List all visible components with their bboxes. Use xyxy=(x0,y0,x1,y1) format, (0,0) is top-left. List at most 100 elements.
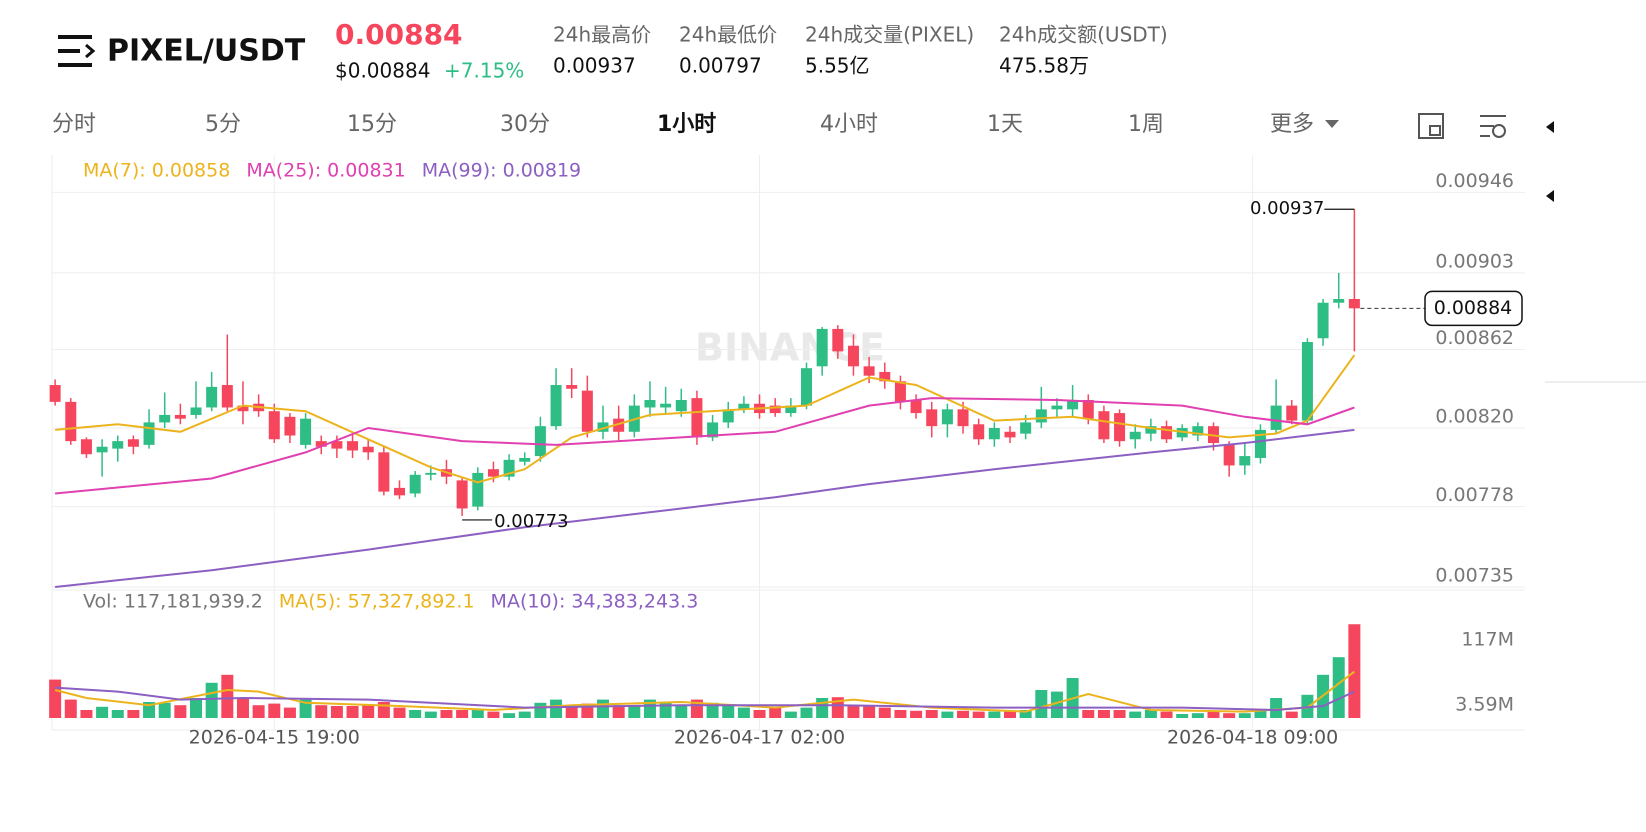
volume-bar xyxy=(1003,711,1016,718)
candle-body xyxy=(112,441,124,449)
interval-tab[interactable]: 5分 xyxy=(205,112,241,137)
candle-body xyxy=(143,422,155,445)
volume-bar xyxy=(268,703,281,718)
volume-bar xyxy=(816,698,829,718)
candle-body xyxy=(174,414,186,419)
volume-bar xyxy=(1019,710,1032,718)
candle-body xyxy=(80,439,92,455)
volume-bar xyxy=(878,707,891,718)
volume-bar xyxy=(80,710,93,718)
interval-tab[interactable]: 1周 xyxy=(1128,112,1164,137)
volume-bar xyxy=(111,710,124,718)
interval-tab[interactable]: 更多 xyxy=(1270,112,1314,137)
candle-body xyxy=(973,424,985,440)
volume-tick-label: 117M xyxy=(1461,629,1514,651)
y-tick-label: 0.00778 xyxy=(1435,484,1514,506)
candle-body xyxy=(988,428,1000,440)
interval-tab[interactable]: 15分 xyxy=(347,112,397,137)
volume-bar xyxy=(221,674,234,718)
ma-line xyxy=(54,428,1355,588)
candle-body xyxy=(1067,399,1079,410)
last-price: 0.00884 xyxy=(335,18,463,51)
volume-bar xyxy=(784,711,797,718)
y-tick-label: 0.00946 xyxy=(1435,170,1514,192)
volume-bar xyxy=(190,698,203,718)
price-change: +7.15% xyxy=(444,59,524,83)
side-arrow[interactable] xyxy=(1546,121,1554,133)
candle-body xyxy=(1239,456,1251,466)
volume-bar xyxy=(847,705,860,718)
stat-value: 0.00797 xyxy=(679,54,762,78)
x-tick-label: 2026-04-15 19:00 xyxy=(189,727,360,749)
volume-bar xyxy=(315,705,328,718)
volume-bar xyxy=(1254,710,1267,718)
volume-bar xyxy=(910,710,923,718)
candle-body xyxy=(1004,431,1016,438)
candle-body xyxy=(722,409,734,423)
candle-body xyxy=(675,399,687,412)
ma-legend: MA(7): 0.00858 xyxy=(83,160,230,182)
candle-body xyxy=(409,474,421,494)
volume-bar xyxy=(1285,711,1298,718)
volume-bar xyxy=(393,707,406,718)
candle-body xyxy=(1129,431,1141,440)
side-arrow[interactable] xyxy=(1546,190,1554,202)
candle-body xyxy=(566,385,578,389)
candle-body xyxy=(1082,399,1094,419)
volume-bar xyxy=(96,706,109,718)
volume-bar xyxy=(205,682,218,718)
candle-body xyxy=(707,422,719,438)
volume-bar xyxy=(737,707,750,718)
volume-bar xyxy=(972,711,985,718)
ma-legend: MA(25): 0.00831 xyxy=(246,160,405,182)
candle-body xyxy=(832,328,844,352)
volume-bar xyxy=(659,702,672,718)
interval-tab[interactable]: 1天 xyxy=(987,112,1023,137)
stats: 24h最高价 0.00937 24h最低价 0.00797 24h成交量(PIXEL) 5… xyxy=(553,23,1168,78)
candle-body xyxy=(96,446,108,453)
candle-body xyxy=(1020,422,1032,434)
candle-body xyxy=(190,407,202,415)
menu-icon[interactable] xyxy=(58,35,96,67)
ma-legend: MA(99): 0.00819 xyxy=(422,160,581,182)
y-tick-label: 0.00735 xyxy=(1435,565,1514,587)
candle-body xyxy=(378,452,390,492)
candle-body xyxy=(941,409,953,425)
volume-bar xyxy=(127,710,140,718)
candle-body xyxy=(315,441,327,447)
volume-bar xyxy=(49,679,62,718)
candle-body xyxy=(1035,409,1047,423)
volume-bar xyxy=(769,707,782,718)
stat-value: 0.00937 xyxy=(553,54,636,78)
volume-bar xyxy=(1082,710,1095,718)
candle-body xyxy=(879,371,891,382)
candle-body xyxy=(785,405,797,414)
price-box-label: 0.00884 xyxy=(1434,297,1513,319)
candle-body xyxy=(159,414,171,423)
chart-settings-icon[interactable] xyxy=(1418,113,1444,139)
ma-legend: MA(5): 57,327,892.1 xyxy=(279,591,475,613)
interval-tab[interactable]: 4小时 xyxy=(820,112,878,137)
candle-body xyxy=(237,405,249,412)
candle-body xyxy=(534,426,546,457)
candle-body xyxy=(957,409,969,427)
volume-bar xyxy=(409,710,422,718)
volume-bar xyxy=(1035,690,1048,718)
interval-tab[interactable]: 分时 xyxy=(52,112,96,137)
volume-bar xyxy=(675,705,688,718)
candle-body xyxy=(1098,411,1110,440)
candle-body xyxy=(816,328,828,367)
symbol[interactable]: PIXEL/USDT xyxy=(107,34,306,69)
volume-bar xyxy=(706,702,719,718)
interval-tab[interactable]: 30分 xyxy=(500,112,550,137)
volume-bar xyxy=(1113,710,1126,718)
volume-bar xyxy=(143,702,156,718)
volume-bar xyxy=(957,710,970,718)
candle-body xyxy=(613,418,625,432)
interval-tabs: 分时 5分 15分 30分 1小时 4小时 1天 1周 更多 xyxy=(52,112,1339,137)
interval-tab[interactable]: 1小时 xyxy=(657,112,716,137)
indicator-icon[interactable] xyxy=(1480,115,1506,138)
candle-body xyxy=(1254,429,1266,458)
volume-bar xyxy=(612,705,625,718)
